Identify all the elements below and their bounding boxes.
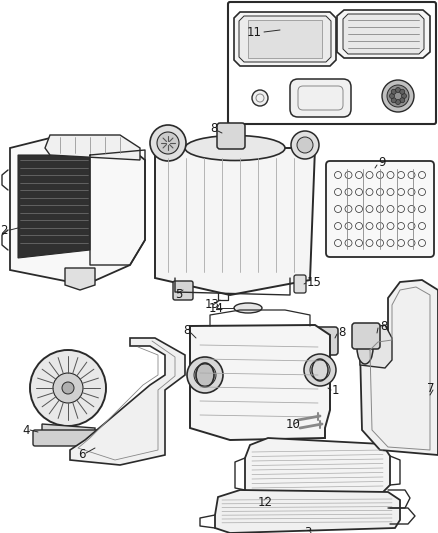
Polygon shape [245, 438, 390, 498]
Ellipse shape [357, 332, 373, 364]
Polygon shape [360, 325, 392, 368]
Text: 8: 8 [183, 324, 191, 336]
Text: 4: 4 [22, 424, 29, 437]
Text: 7: 7 [427, 382, 435, 394]
Ellipse shape [185, 135, 285, 160]
FancyBboxPatch shape [352, 323, 380, 349]
Circle shape [402, 93, 406, 99]
Circle shape [400, 89, 405, 94]
Polygon shape [10, 138, 145, 285]
FancyBboxPatch shape [190, 332, 221, 360]
Text: 1: 1 [332, 384, 339, 397]
Text: 9: 9 [378, 157, 385, 169]
Polygon shape [42, 424, 95, 440]
FancyBboxPatch shape [33, 430, 107, 446]
Polygon shape [248, 20, 322, 58]
FancyBboxPatch shape [294, 275, 306, 293]
Polygon shape [343, 14, 424, 54]
Text: 11: 11 [247, 26, 262, 38]
Polygon shape [360, 280, 438, 455]
FancyBboxPatch shape [173, 281, 193, 300]
Circle shape [396, 87, 400, 93]
Polygon shape [337, 10, 430, 58]
Text: 6: 6 [78, 448, 85, 462]
FancyBboxPatch shape [326, 161, 434, 257]
Text: 13: 13 [205, 298, 220, 311]
Circle shape [291, 131, 319, 159]
Circle shape [252, 90, 268, 106]
Text: 3: 3 [304, 527, 312, 533]
Circle shape [62, 382, 74, 394]
Circle shape [157, 132, 179, 154]
Text: 12: 12 [258, 497, 273, 510]
Circle shape [194, 364, 216, 386]
Text: 8: 8 [380, 319, 387, 333]
Circle shape [187, 357, 223, 393]
Circle shape [297, 137, 313, 153]
Circle shape [304, 354, 336, 386]
Circle shape [53, 373, 83, 403]
Circle shape [382, 80, 414, 112]
Text: 14: 14 [209, 302, 224, 314]
Text: 10: 10 [286, 417, 301, 431]
Text: 15: 15 [307, 277, 322, 289]
Text: 5: 5 [175, 287, 182, 301]
FancyBboxPatch shape [307, 327, 338, 355]
Polygon shape [18, 155, 90, 258]
Circle shape [396, 100, 400, 104]
Polygon shape [45, 135, 140, 160]
Circle shape [391, 98, 396, 103]
Polygon shape [155, 148, 315, 295]
Circle shape [389, 93, 395, 99]
Circle shape [391, 89, 396, 94]
Polygon shape [239, 16, 331, 62]
Ellipse shape [234, 303, 262, 313]
Circle shape [387, 85, 409, 107]
Text: 8: 8 [338, 326, 346, 338]
Polygon shape [70, 338, 185, 465]
Circle shape [150, 125, 186, 161]
Circle shape [400, 98, 405, 103]
Circle shape [30, 350, 106, 426]
Text: 2: 2 [0, 223, 8, 237]
Polygon shape [234, 12, 336, 66]
Polygon shape [215, 490, 400, 533]
Text: 8: 8 [210, 122, 217, 134]
FancyBboxPatch shape [290, 79, 351, 117]
FancyBboxPatch shape [217, 123, 245, 149]
Polygon shape [190, 325, 330, 440]
Polygon shape [65, 268, 95, 290]
